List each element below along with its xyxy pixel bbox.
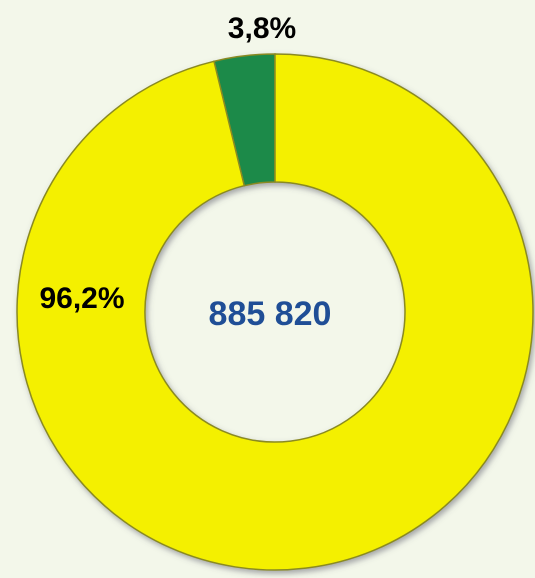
chart: 885 820 3,8% 96,2%	[0, 0, 535, 578]
value-label: 96,2%	[39, 282, 124, 315]
center-label: 885 820	[209, 295, 332, 333]
value-label: 3,8%	[228, 12, 296, 45]
